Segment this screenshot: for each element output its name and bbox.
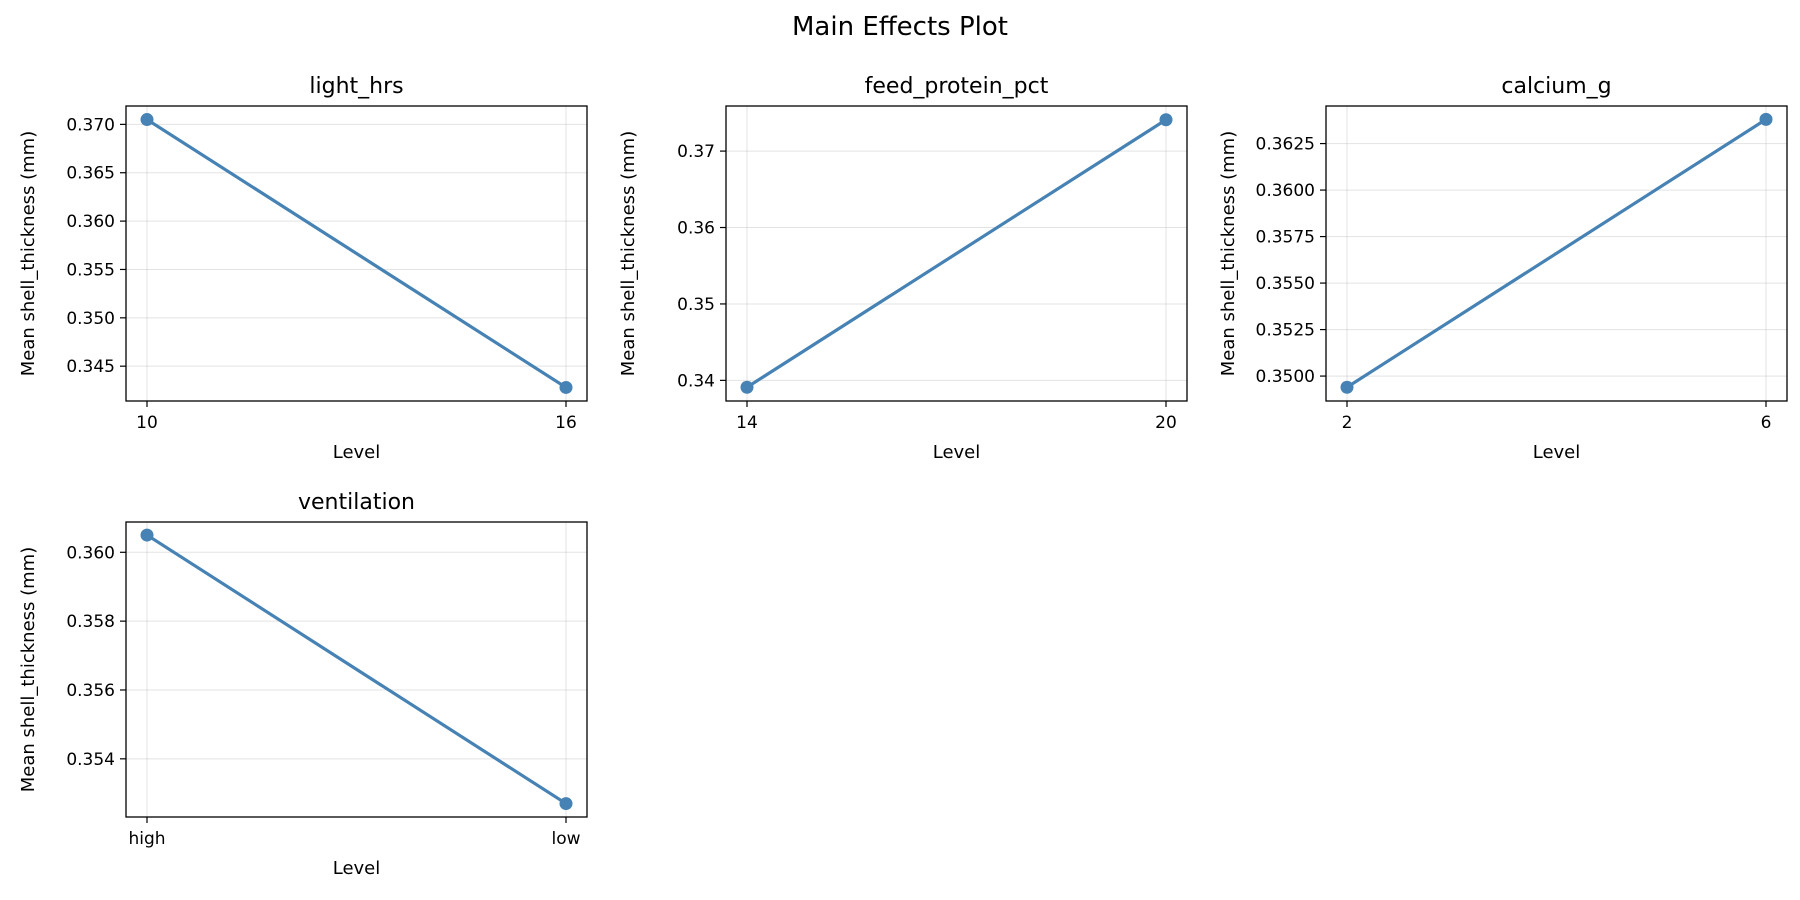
- data-point-low: [559, 797, 573, 811]
- y-tick-label: 0.3500: [1256, 367, 1315, 387]
- data-point-14: [740, 380, 754, 394]
- axes-frame: [1325, 105, 1788, 402]
- y-tick-label: 0.355: [66, 260, 115, 280]
- y-axis-label: Mean shell_thickness (mm): [18, 547, 39, 793]
- y-tick-label: 0.365: [66, 164, 115, 184]
- figure-title: Main Effects Plot: [792, 12, 1008, 42]
- y-tick-label: 0.360: [66, 543, 115, 563]
- x-tick-label: 10: [136, 413, 158, 433]
- y-tick-label: 0.360: [66, 212, 115, 232]
- y-tick-label: 0.3525: [1256, 321, 1315, 341]
- y-tick-label: 0.345: [66, 357, 115, 377]
- x-axis-label: Level: [933, 442, 981, 463]
- data-point-10: [140, 113, 154, 127]
- axes-frame: [125, 105, 588, 402]
- x-tick-label: 20: [1155, 413, 1177, 433]
- panel-feed-protein-pct: 14 20 0.34 0.35 0.36 0.37 feed_protein_pct Leve…: [618, 74, 1188, 463]
- y-tick-label: 0.350: [66, 309, 115, 329]
- y-tick-label: 0.34: [677, 371, 715, 391]
- y-axis-label: Mean shell_thickness (mm): [618, 131, 639, 377]
- y-tick-label: 0.35: [677, 295, 715, 315]
- panel-title: calcium_g: [1501, 74, 1611, 99]
- y-tick-label: 0.370: [66, 115, 115, 135]
- y-tick-label: 0.3625: [1256, 135, 1315, 155]
- x-tick-label: low: [551, 829, 580, 849]
- axes-frame: [725, 105, 1188, 402]
- y-tick-label: 0.3575: [1256, 228, 1315, 248]
- data-point-20: [1159, 113, 1173, 127]
- panel-light-hrs: 10 16 0.345 0.350 0.355 0.360 0.365 0.370 light_…: [18, 74, 588, 463]
- series-line: [1345, 117, 1768, 389]
- series-line: [145, 117, 568, 390]
- data-point-16: [559, 380, 573, 394]
- y-tick-label: 0.3550: [1256, 274, 1315, 294]
- y-tick-label: 0.3600: [1256, 181, 1315, 201]
- x-tick-label: high: [128, 829, 165, 849]
- x-tick-label: 14: [736, 413, 758, 433]
- series-line: [145, 533, 568, 806]
- axes-frame: [125, 521, 588, 818]
- y-tick-label: 0.37: [677, 142, 715, 162]
- series-line: [745, 118, 1168, 389]
- y-axis-label: Mean shell_thickness (mm): [18, 131, 39, 377]
- x-axis-label: Level: [1533, 442, 1581, 463]
- panel-calcium-g: 2 6 0.3500 0.3525 0.3550 0.3575 0.3600 0.3625 ca…: [1218, 74, 1788, 463]
- y-axis-label: Mean shell_thickness (mm): [1218, 131, 1239, 377]
- x-axis-label: Level: [333, 442, 381, 463]
- data-point-2: [1340, 380, 1354, 394]
- y-tick-label: 0.36: [677, 219, 715, 239]
- x-tick-label: 2: [1342, 413, 1353, 433]
- x-tick-label: 6: [1761, 413, 1772, 433]
- y-tick-label: 0.358: [66, 612, 115, 632]
- x-tick-label: 16: [555, 413, 577, 433]
- panel-title: ventilation: [298, 490, 415, 515]
- y-tick-label: 0.356: [66, 681, 115, 701]
- panel-ventilation: high low 0.354 0.356 0.358 0.360 ventilation Le…: [18, 490, 588, 879]
- data-point-6: [1759, 112, 1773, 126]
- data-point-high: [140, 528, 154, 542]
- panel-title: light_hrs: [309, 74, 403, 99]
- y-tick-label: 0.354: [66, 750, 115, 770]
- panel-title: feed_protein_pct: [865, 74, 1049, 99]
- x-axis-label: Level: [333, 858, 381, 879]
